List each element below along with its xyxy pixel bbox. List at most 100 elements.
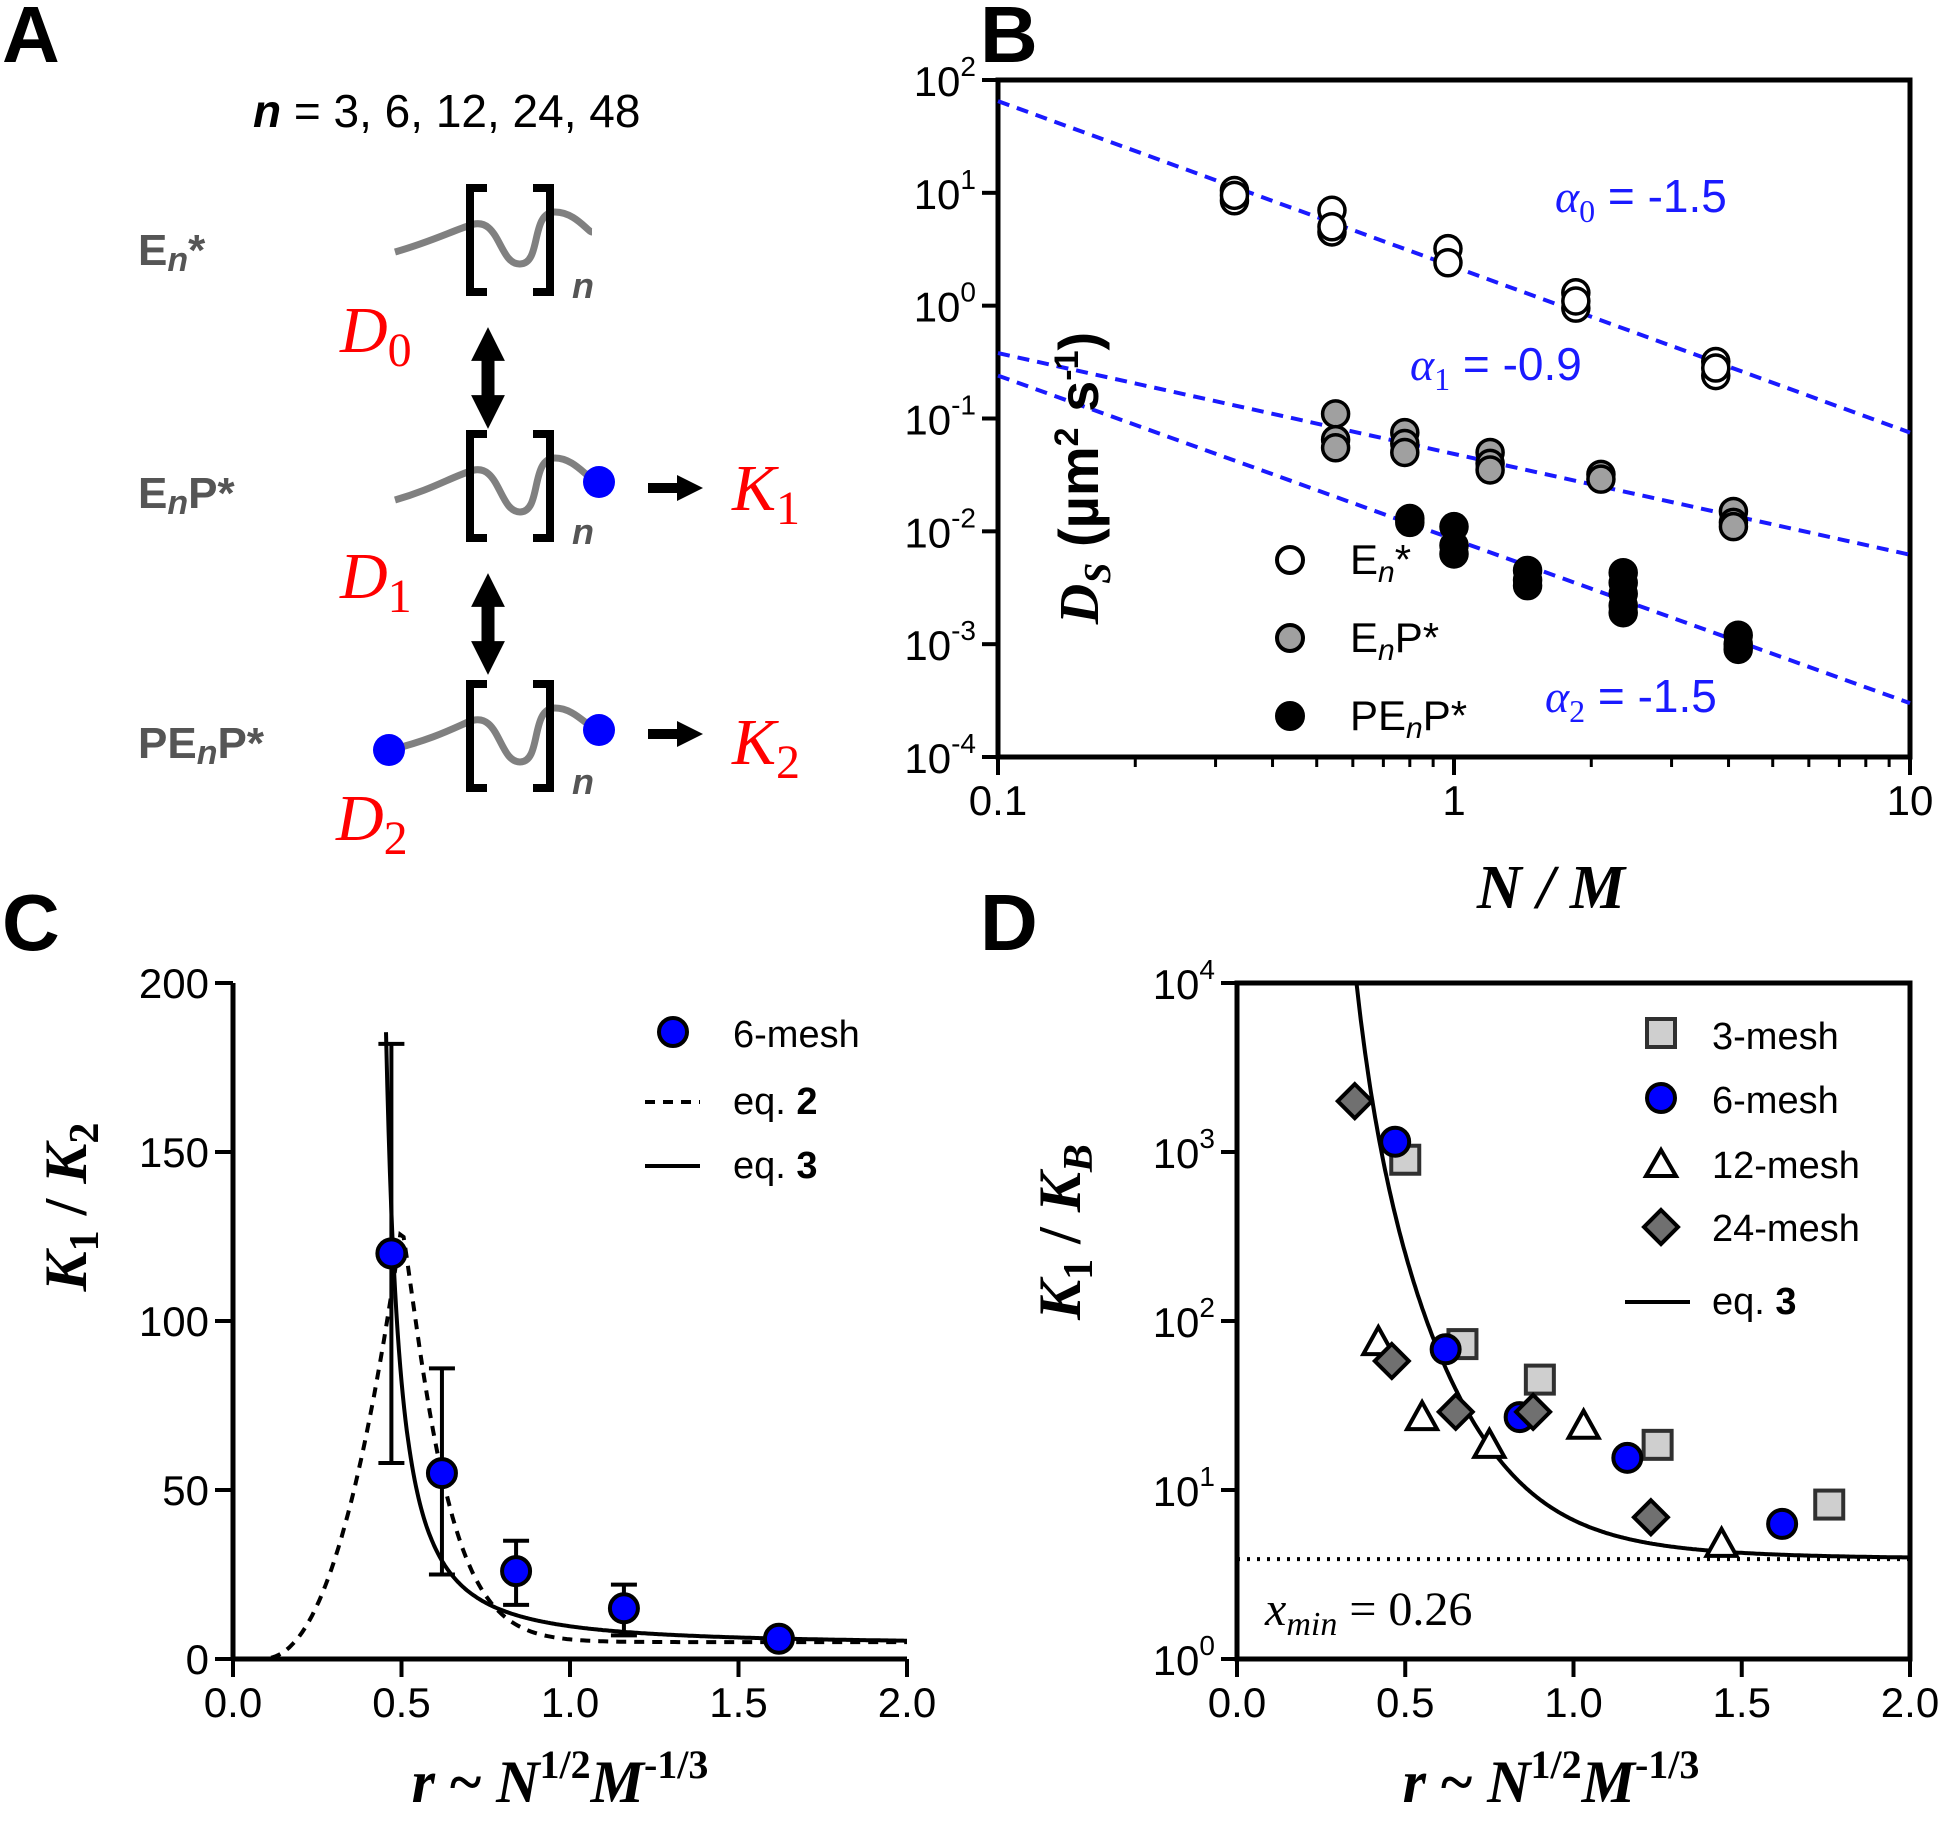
legend-marker-6-mesh [657, 1016, 689, 1048]
xmin-annotation: xmin = 0.26 [1264, 1583, 1472, 1643]
panel-b-x-tick-label: 0.1 [969, 777, 1027, 824]
panel-c-x-tick-label: 1.0 [541, 1679, 599, 1726]
polymer-chain [394, 208, 594, 268]
data-point-series-1 [1586, 464, 1616, 494]
panel-b-y-tick-label: 10-1 [904, 390, 976, 444]
data-point-24-mesh [1631, 1497, 1671, 1538]
panel-label-b: B [980, 0, 1038, 79]
bracket-right [533, 430, 554, 542]
panel-d-y-tick-label: 102 [1153, 1292, 1215, 1346]
species-penp-star-label: PEnP* [138, 719, 265, 772]
species-penp-star: PEnP* n K2 D2 [138, 680, 800, 865]
repeat-subscript: n [572, 761, 594, 802]
data-point-series-2 [1395, 507, 1425, 538]
species-enp-star: EnP* n K1 D1 [138, 430, 800, 623]
panel-c-x-tick-label: 2.0 [878, 1679, 936, 1726]
panel-b-y-tick-label: 10-4 [904, 728, 976, 782]
panel-c-x-tick-label: 1.5 [709, 1679, 767, 1726]
legend-label-eq3: eq. 3 [733, 1145, 818, 1187]
data-point-12-mesh [1403, 1397, 1441, 1432]
panel-c-y-tick-label: 150 [139, 1129, 209, 1176]
panel-a-schematic: n = 3, 6, 12, 24, 48 En* n D0 EnP* n K1 … [138, 85, 800, 865]
legend-marker-24-mesh [1641, 1207, 1681, 1247]
data-point-24-mesh [1334, 1081, 1375, 1121]
species-enp-star-label: EnP* [138, 469, 235, 522]
panel-b-y-tick-label: 10-2 [904, 502, 976, 556]
bracket-left [466, 430, 487, 542]
data-point-6-mesh [762, 1622, 795, 1655]
data-point-series-1 [1718, 511, 1749, 542]
species-en-star: En* n D0 [138, 184, 594, 377]
data-point-6-mesh [375, 1237, 408, 1270]
data-point-series-0 [1317, 212, 1347, 242]
panel-d-y-tick-label: 100 [1153, 1630, 1215, 1684]
end-bead [373, 734, 405, 766]
data-point-series-0 [1561, 286, 1591, 316]
data-point-series-1 [1320, 399, 1351, 429]
panel-d-y-tick-label: 101 [1153, 1461, 1215, 1515]
legend-label-eq3: eq. 3 [1712, 1281, 1797, 1323]
panel-c-x-tick-label: 0.0 [204, 1679, 262, 1726]
polymer-chain [389, 704, 600, 766]
data-point-series-2 [1439, 539, 1469, 569]
panel-b-x-tick-label: 10 [1887, 777, 1934, 824]
panel-c-legend: 6-mesh eq. 2 eq. 3 [645, 1014, 860, 1187]
data-point-series-2 [1723, 634, 1753, 665]
data-point-series-2 [1608, 597, 1638, 628]
panel-d-x-tick-label: 1.0 [1544, 1679, 1602, 1726]
panel-label-d: D [980, 878, 1038, 967]
panel-d-y-tick-label: 104 [1153, 954, 1215, 1008]
data-point-12-mesh [1470, 1425, 1508, 1459]
bracket-right [533, 680, 554, 792]
eq2-curve [253, 1231, 907, 1661]
panel-c-y-tick-label: 50 [162, 1467, 209, 1514]
bracket-right [533, 184, 554, 296]
eq3-curve [1354, 982, 1910, 1560]
diffusion-label-d2: D2 [335, 782, 408, 865]
data-point-6-mesh [1766, 1507, 1799, 1540]
data-point-series-1 [1320, 433, 1351, 463]
panel-b-y-tick-label: 10-3 [904, 615, 976, 669]
data-point-6-mesh [1379, 1125, 1412, 1158]
panel-d-chart: 0.0 0.5 1.0 1.5 2.0 100 101 102 103 104 3-mesh 6-… [1027, 954, 1939, 1815]
data-point-3-mesh [1813, 1488, 1846, 1521]
data-point-series-0 [1433, 248, 1463, 278]
fit-line-alpha1 [997, 351, 1911, 557]
species-en-star-label: En* [138, 226, 206, 279]
eq3-curve [384, 1032, 907, 1643]
data-point-series-2 [1512, 570, 1543, 601]
fit-label-alpha1: α1 = -0.9 [1410, 338, 1582, 397]
repeat-subscript: n [572, 265, 594, 306]
panel-c-y-tick-label: 0 [186, 1636, 209, 1683]
panel-b-x-tick-label: 1 [1442, 777, 1465, 824]
legend-label-en-star: En* [1350, 536, 1411, 589]
panel-b-chart: 0.1 1 10 102 101 100 10-1 10-2 10-3 10-4 α0 = -1.… [904, 51, 1933, 922]
panel-c-y-tick-label: 200 [139, 960, 209, 1007]
panel-b-y-tick-label: 100 [914, 277, 976, 331]
diffusion-label-d0: D0 [339, 294, 412, 377]
data-point-12-mesh [1703, 1524, 1740, 1558]
bracket-left [466, 184, 487, 296]
panel-d-ylabel: K1 / KB [1027, 1144, 1102, 1321]
data-point-12-mesh [1565, 1406, 1602, 1440]
data-point-24-mesh [1513, 1392, 1553, 1432]
polymer-chain [394, 454, 600, 516]
panel-label-c: C [2, 878, 60, 967]
legend-marker-penp-star [1275, 701, 1305, 731]
data-point-6-mesh [1611, 1441, 1644, 1474]
data-point-series-1 [1390, 437, 1420, 468]
legend-label-eq2: eq. 2 [733, 1081, 818, 1123]
legend-marker-12-mesh [1642, 1145, 1680, 1178]
end-bead [583, 466, 615, 498]
fit-label-alpha0: α0 = -1.5 [1555, 170, 1727, 229]
legend-label-24-mesh: 24-mesh [1712, 1208, 1860, 1250]
panel-c-chart: 0.0 0.5 1.0 1.5 2.0 0 50 100 150 200 6-mesh eq. 2… [33, 960, 936, 1815]
rate-label-k2: K2 [731, 706, 800, 789]
data-point-6-mesh [500, 1555, 533, 1588]
legend-marker-enp-star [1275, 623, 1305, 653]
panel-b-y-tick-label: 102 [914, 51, 976, 105]
legend-marker-en-star [1275, 545, 1305, 575]
legend-label-6-mesh: 6-mesh [1712, 1080, 1839, 1122]
